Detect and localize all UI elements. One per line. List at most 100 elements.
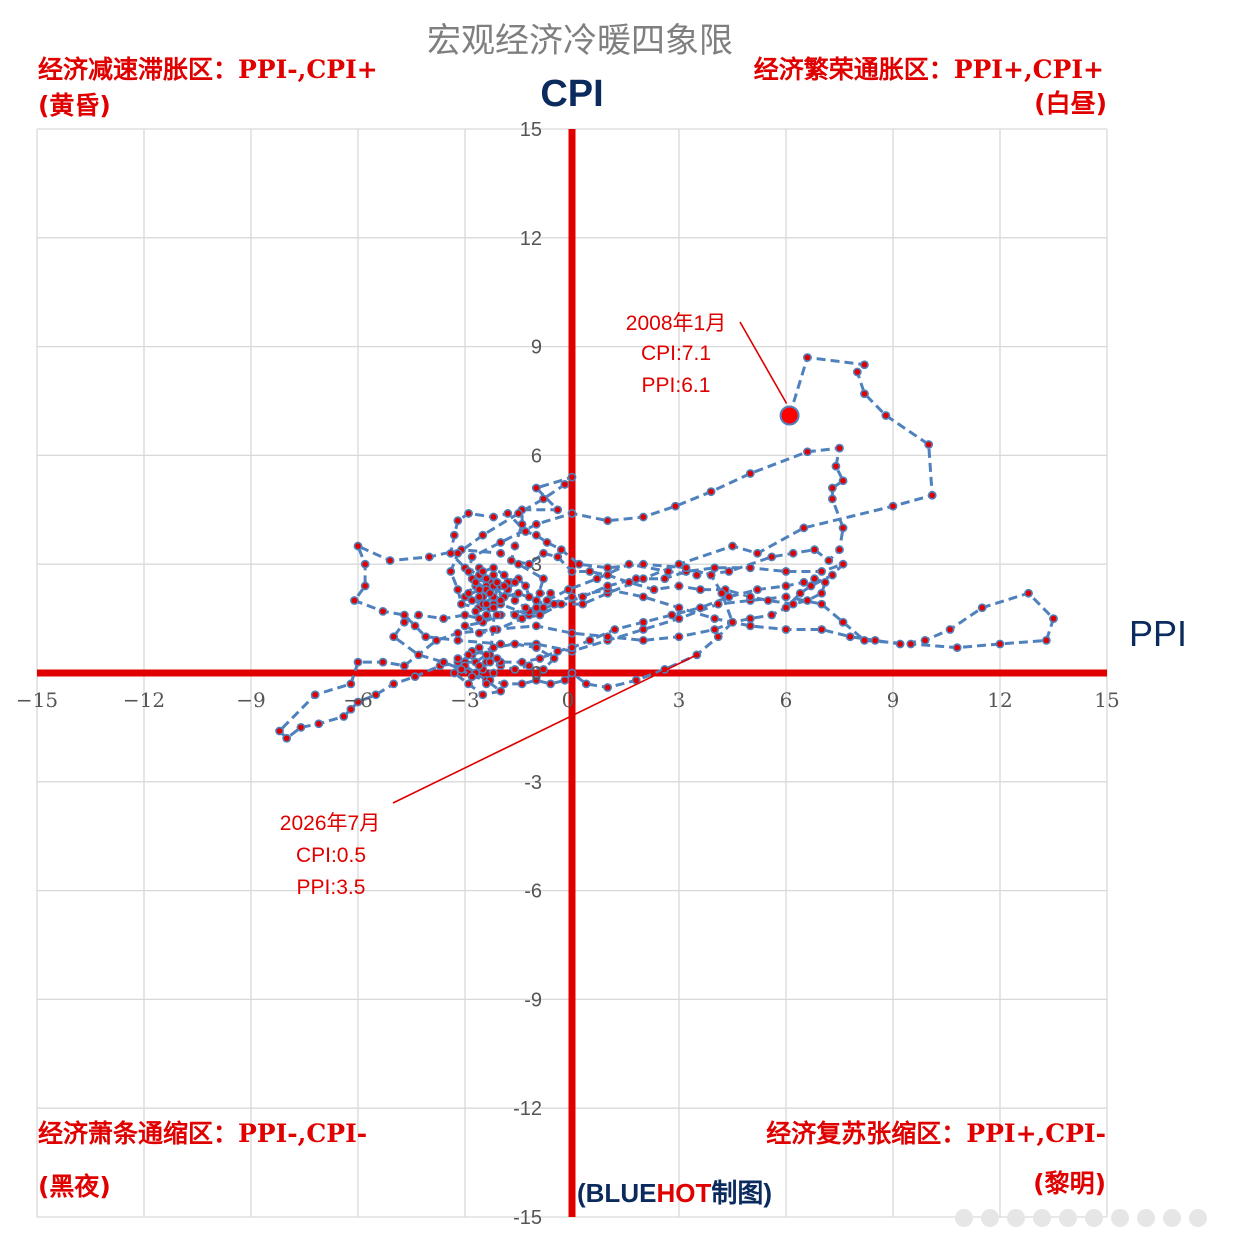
data-point	[638, 617, 648, 627]
data-point	[624, 577, 634, 587]
watermark-dots	[955, 1209, 1207, 1227]
data-point	[567, 567, 577, 576]
data-point	[781, 581, 791, 591]
data-point	[610, 625, 620, 634]
data-point	[567, 643, 577, 653]
data-point	[574, 559, 584, 569]
data-point	[592, 574, 602, 584]
data-point	[706, 570, 716, 580]
x-tick-label: −12	[123, 688, 165, 712]
data-point	[603, 563, 613, 573]
data-point	[745, 469, 755, 478]
data-point	[671, 501, 680, 511]
data-point	[560, 675, 570, 685]
data-point	[517, 614, 527, 623]
data-point	[467, 596, 477, 605]
annotation-text-2008: PPI:6.1	[642, 374, 711, 397]
data-point	[603, 516, 613, 526]
data-point	[496, 538, 506, 547]
data-point	[546, 588, 555, 598]
data-point	[460, 610, 470, 620]
data-point	[663, 567, 673, 576]
data-point	[803, 596, 812, 605]
data-point	[1024, 588, 1033, 598]
data-point	[881, 411, 891, 420]
data-point	[410, 672, 420, 682]
data-point	[838, 476, 848, 486]
data-point	[489, 643, 498, 653]
data-point	[478, 690, 488, 700]
data-point	[410, 621, 420, 631]
data-point	[578, 599, 588, 609]
data-point	[432, 635, 441, 645]
data-point	[282, 733, 292, 743]
data-point	[489, 625, 498, 634]
data-point	[378, 606, 388, 616]
data-point	[399, 661, 409, 671]
data-point	[496, 639, 506, 649]
data-point	[449, 668, 459, 678]
tick-labels: −15 −12 −9 −6 −3 0 3 6 9 12 15 15 12 9 6 3 0 -3 -6 -9 -12 -15	[16, 119, 1120, 1229]
data-point	[638, 625, 648, 634]
data-point	[492, 654, 502, 663]
data-point	[553, 552, 563, 562]
data-point	[514, 509, 523, 518]
data-point	[531, 643, 541, 653]
data-point	[353, 697, 363, 707]
data-point	[713, 632, 723, 642]
y-tick-label: 12	[520, 228, 542, 250]
data-point	[767, 610, 777, 620]
data-point	[353, 657, 363, 667]
data-point	[667, 610, 677, 620]
data-point	[724, 592, 734, 602]
data-point	[674, 603, 684, 613]
data-point	[674, 581, 684, 591]
data-point	[906, 639, 916, 649]
data-point	[350, 596, 359, 605]
annotation-text-2026: PPI:3.5	[297, 876, 366, 899]
data-point	[603, 581, 613, 591]
annotation-text-2008: CPI:7.1	[641, 342, 711, 365]
data-point	[517, 679, 527, 689]
data-point	[631, 574, 641, 584]
data-point	[817, 567, 827, 576]
data-point	[763, 596, 773, 605]
data-point	[353, 541, 363, 551]
data-point	[360, 559, 370, 569]
quadrant-top-right-label: 经济繁荣通胀区：PPI+,CPI+	[754, 55, 1104, 84]
data-point	[517, 657, 527, 667]
data-point	[860, 389, 869, 399]
data-point	[457, 664, 466, 674]
data-point	[531, 530, 541, 540]
y-tick-label: 6	[531, 445, 542, 467]
data-point	[446, 567, 456, 576]
quadrant-top-left-sub: (黄昏)	[38, 91, 111, 120]
data-point	[753, 548, 762, 558]
data-point	[524, 559, 534, 569]
data-point	[360, 581, 370, 591]
data-point	[531, 519, 541, 529]
quadrant-bottom-left-sub: (黑夜)	[38, 1172, 111, 1201]
data-point	[567, 628, 577, 638]
data-point	[346, 679, 356, 689]
data-point	[314, 719, 324, 729]
data-point	[556, 599, 566, 609]
data-point	[838, 559, 848, 569]
data-point	[453, 635, 463, 645]
data-point	[860, 360, 869, 370]
data-point	[474, 661, 484, 671]
data-point	[464, 567, 473, 576]
data-point	[603, 570, 613, 580]
data-point	[820, 577, 830, 587]
data-point	[389, 632, 399, 642]
credit-label: (BLUEHOT制图)	[577, 1178, 772, 1208]
data-point	[1041, 635, 1051, 645]
data-point	[539, 494, 548, 504]
data-point	[389, 679, 399, 689]
data-point	[539, 603, 548, 613]
data-point	[489, 668, 498, 678]
data-point	[531, 603, 541, 613]
data-point	[560, 480, 570, 489]
data-point	[745, 563, 755, 573]
